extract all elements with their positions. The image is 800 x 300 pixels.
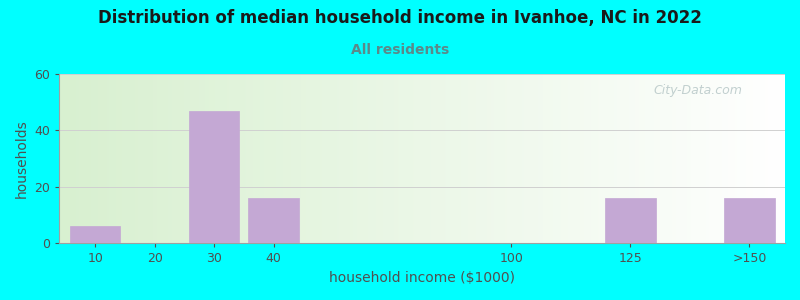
Text: All residents: All residents [351, 44, 449, 58]
Bar [248, 198, 299, 243]
Bar [70, 226, 121, 243]
Text: City-Data.com: City-Data.com [654, 84, 742, 98]
Bar [724, 198, 774, 243]
Y-axis label: households: households [15, 119, 29, 198]
X-axis label: household income ($1000): household income ($1000) [330, 271, 515, 285]
Bar [605, 198, 656, 243]
Text: Distribution of median household income in Ivanhoe, NC in 2022: Distribution of median household income … [98, 9, 702, 27]
Bar [189, 111, 239, 243]
